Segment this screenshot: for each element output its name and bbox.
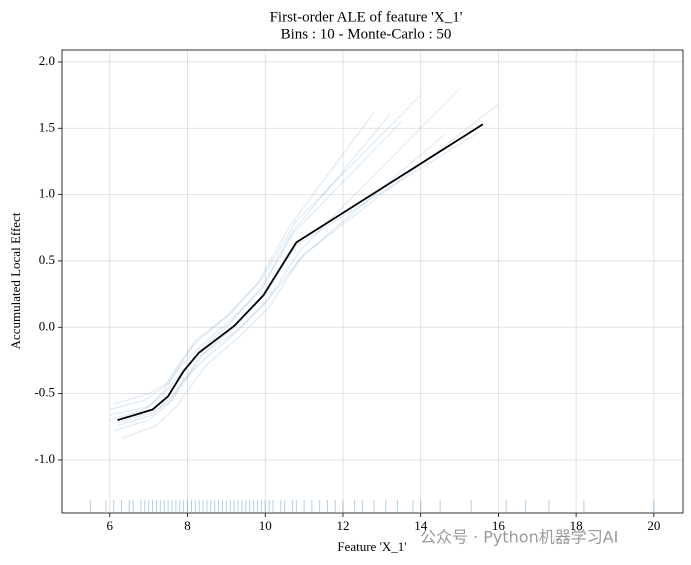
x-tick-label: 20 [647, 518, 660, 533]
monte-carlo-line [113, 94, 422, 405]
monte-carlo-line [113, 87, 461, 432]
y-tick-label: -0.5 [34, 385, 55, 400]
monte-carlo-line [117, 103, 499, 427]
monte-carlo-line [109, 121, 402, 416]
y-tick-label: -1.0 [34, 451, 55, 466]
monte-carlo-line [109, 111, 375, 411]
x-tick-label: 6 [107, 518, 114, 533]
watermark: 公众号 · Python机器学习AI [420, 528, 618, 547]
x-axis-label: Feature 'X_1' [337, 539, 406, 554]
monte-carlo-line [121, 134, 445, 440]
y-tick-label: 0.0 [39, 318, 55, 333]
x-tick-label: 18 [570, 518, 583, 533]
y-tick-label: 2.0 [39, 53, 55, 68]
plot-frame [61, 49, 684, 514]
x-tick-label: 12 [336, 518, 349, 533]
y-tick-label: 1.5 [39, 119, 55, 134]
ale-line [117, 123, 484, 421]
chart-subtitle: Bins : 10 - Monte-Carlo : 50 [281, 26, 452, 42]
x-tick-label: 10 [259, 518, 272, 533]
y-axis-label: Accumulated Local Effect [8, 212, 23, 349]
monte-carlo-line [109, 114, 391, 421]
x-tick-label: 8 [184, 518, 191, 533]
x-tick-label: 14 [414, 518, 428, 533]
y-tick-label: 1.0 [39, 186, 55, 201]
x-tick-label: 16 [492, 518, 506, 533]
y-tick-label: 0.5 [39, 252, 55, 267]
monte-carlo-line [117, 131, 480, 424]
chart-title: First-order ALE of feature 'X_1' [270, 9, 463, 25]
